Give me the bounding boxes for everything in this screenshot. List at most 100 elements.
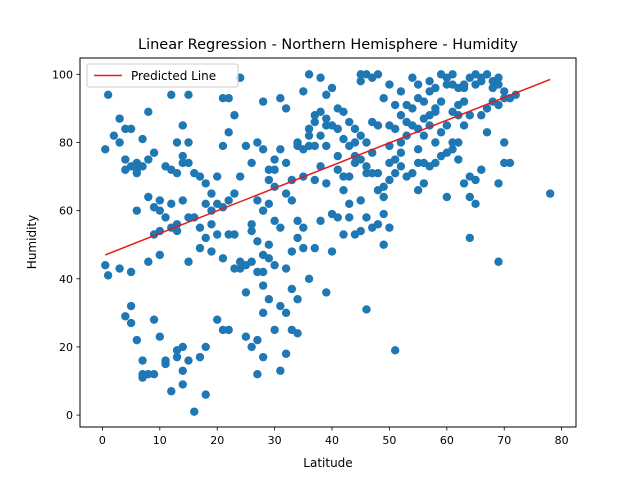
data-point — [402, 117, 411, 127]
data-point — [350, 158, 360, 168]
data-point — [316, 107, 325, 117]
data-point — [184, 158, 193, 168]
data-point — [385, 158, 394, 168]
data-point — [431, 83, 440, 93]
data-point — [419, 97, 429, 106]
data-point — [396, 87, 406, 96]
data-point — [281, 104, 291, 113]
data-point — [413, 186, 423, 195]
regression-layer — [104, 78, 551, 256]
data-point — [195, 223, 205, 232]
data-point — [345, 199, 354, 209]
y-tick-label: 20 — [59, 341, 73, 354]
data-point — [322, 90, 331, 100]
data-point — [494, 179, 503, 188]
data-point — [339, 134, 348, 144]
data-point — [459, 97, 469, 106]
data-point — [333, 165, 342, 174]
legend-label: Predicted Line — [131, 69, 216, 83]
data-point — [253, 138, 262, 147]
data-point — [425, 76, 434, 86]
data-point — [184, 213, 193, 222]
data-point — [264, 175, 274, 185]
data-point — [339, 172, 348, 181]
data-point — [287, 196, 297, 205]
x-tick-label: 40 — [325, 434, 339, 447]
data-point — [167, 387, 176, 396]
data-point — [299, 223, 308, 232]
data-point — [101, 145, 110, 154]
data-point — [172, 168, 182, 178]
data-point — [241, 141, 251, 151]
data-point — [241, 332, 251, 341]
data-point — [155, 332, 164, 341]
data-point — [103, 90, 113, 100]
data-point — [224, 325, 233, 335]
y-tick-label: 40 — [59, 273, 73, 286]
data-point — [362, 162, 371, 171]
data-point — [327, 247, 337, 256]
data-point — [362, 213, 371, 222]
data-point — [345, 172, 354, 181]
data-point — [362, 168, 371, 178]
data-point — [413, 145, 423, 154]
data-point — [276, 301, 285, 311]
data-point — [454, 155, 463, 164]
data-point — [442, 121, 452, 130]
data-point — [270, 216, 279, 226]
data-point — [247, 257, 256, 266]
data-point — [155, 206, 164, 215]
data-point — [333, 104, 342, 113]
data-point — [396, 148, 406, 157]
data-point — [207, 189, 216, 198]
data-point — [465, 111, 474, 120]
data-point — [258, 250, 268, 260]
data-point — [442, 80, 452, 89]
data-point — [293, 295, 302, 304]
x-tick-label: 10 — [153, 434, 167, 447]
data-point — [178, 342, 187, 352]
data-point — [500, 158, 509, 168]
data-point — [172, 138, 182, 147]
data-point — [396, 138, 406, 147]
data-point — [281, 308, 291, 318]
data-point — [494, 100, 503, 110]
data-point — [322, 141, 331, 151]
data-point — [448, 70, 457, 79]
data-point — [138, 162, 147, 171]
data-point — [264, 295, 274, 304]
data-point — [465, 233, 474, 243]
data-point — [385, 121, 394, 130]
data-point — [459, 80, 469, 89]
data-point — [121, 155, 130, 164]
data-point — [178, 151, 187, 161]
y-axis-label: Humidity — [25, 215, 39, 269]
data-point — [144, 155, 153, 164]
data-point — [132, 168, 142, 178]
data-point — [126, 301, 136, 311]
data-point — [115, 264, 124, 273]
data-point — [379, 240, 388, 249]
data-point — [121, 312, 130, 321]
data-point — [281, 349, 291, 358]
y-axis: 0 20 40 60 80 100 — [52, 68, 80, 422]
x-tick-label: 50 — [382, 434, 396, 447]
data-point — [373, 168, 383, 178]
data-point — [132, 335, 142, 345]
data-point — [258, 145, 268, 154]
data-point — [178, 121, 187, 130]
data-point — [419, 179, 429, 188]
data-point — [144, 369, 153, 379]
scatter-points — [101, 70, 555, 416]
data-point — [293, 233, 302, 243]
data-point — [270, 260, 279, 270]
x-axis: 0 10 20 30 40 50 60 70 80 — [99, 427, 569, 447]
data-point — [310, 117, 319, 127]
data-point — [436, 128, 446, 137]
data-point — [408, 104, 417, 113]
data-point — [333, 213, 342, 222]
data-point — [258, 206, 268, 215]
data-point — [402, 172, 411, 181]
data-point — [201, 179, 210, 188]
data-point — [172, 352, 182, 362]
